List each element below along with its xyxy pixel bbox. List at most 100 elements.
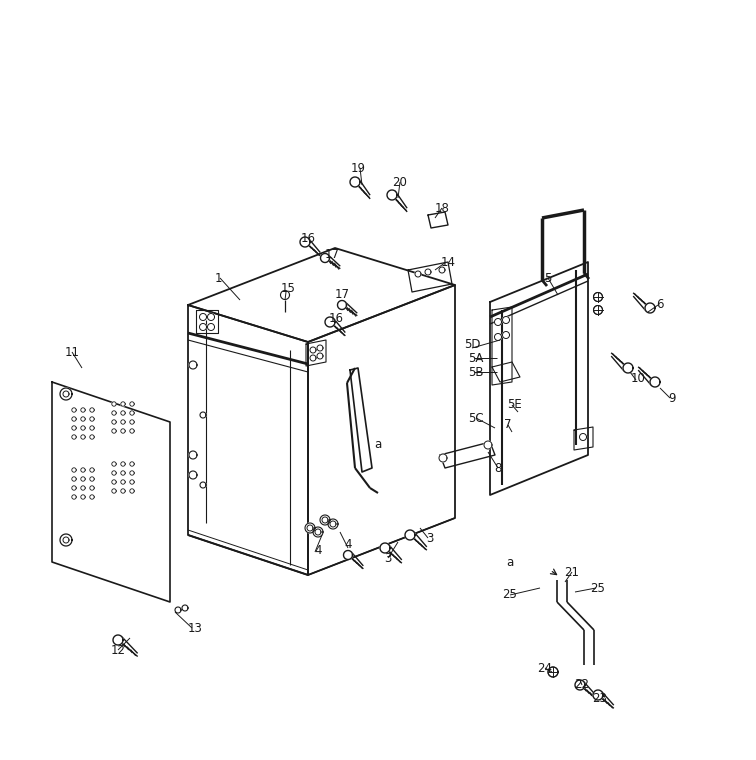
Polygon shape	[72, 486, 76, 490]
Polygon shape	[330, 521, 336, 527]
Polygon shape	[548, 667, 558, 677]
Polygon shape	[81, 435, 85, 439]
Polygon shape	[121, 470, 125, 475]
Polygon shape	[310, 355, 316, 361]
Text: 5E: 5E	[507, 398, 522, 411]
Text: 11: 11	[64, 346, 79, 359]
Polygon shape	[90, 495, 94, 499]
Polygon shape	[337, 300, 346, 309]
Text: 5B: 5B	[468, 366, 484, 378]
Polygon shape	[112, 480, 116, 484]
Polygon shape	[575, 680, 585, 690]
Polygon shape	[623, 363, 633, 373]
Polygon shape	[81, 495, 85, 499]
Text: 21: 21	[565, 565, 580, 578]
Polygon shape	[130, 470, 135, 475]
Polygon shape	[439, 267, 445, 273]
Polygon shape	[130, 411, 135, 415]
Polygon shape	[60, 534, 72, 546]
Polygon shape	[72, 477, 76, 481]
Polygon shape	[325, 317, 335, 327]
Text: 16: 16	[329, 312, 343, 325]
Text: 25: 25	[503, 588, 517, 601]
Polygon shape	[593, 306, 603, 315]
Polygon shape	[593, 293, 603, 302]
Text: 25: 25	[590, 581, 606, 594]
Polygon shape	[81, 416, 85, 421]
Polygon shape	[439, 454, 447, 462]
Polygon shape	[317, 345, 323, 351]
Polygon shape	[548, 667, 558, 677]
Polygon shape	[189, 361, 197, 369]
Polygon shape	[90, 486, 94, 490]
Text: 3: 3	[384, 552, 392, 565]
Polygon shape	[593, 306, 603, 315]
Polygon shape	[315, 529, 321, 535]
Polygon shape	[90, 468, 94, 472]
Polygon shape	[121, 411, 125, 415]
Polygon shape	[81, 468, 85, 472]
Polygon shape	[121, 420, 125, 424]
Polygon shape	[60, 388, 72, 400]
Polygon shape	[580, 433, 587, 441]
Text: 13: 13	[187, 622, 203, 635]
Polygon shape	[200, 412, 206, 418]
Text: 10: 10	[631, 372, 646, 385]
Polygon shape	[90, 416, 94, 421]
Polygon shape	[650, 377, 660, 387]
Text: 12: 12	[110, 644, 125, 657]
Text: a: a	[507, 556, 513, 568]
Polygon shape	[350, 177, 360, 187]
Text: 4: 4	[344, 539, 352, 552]
Polygon shape	[130, 402, 135, 406]
Text: 23: 23	[593, 692, 607, 705]
Polygon shape	[90, 426, 94, 430]
Polygon shape	[503, 331, 510, 338]
Text: 5: 5	[544, 271, 552, 284]
Polygon shape	[200, 482, 206, 488]
Polygon shape	[112, 420, 116, 424]
Polygon shape	[90, 408, 94, 412]
Text: 17: 17	[334, 289, 349, 302]
Polygon shape	[207, 324, 215, 331]
Polygon shape	[207, 314, 215, 321]
Text: 17: 17	[324, 249, 339, 261]
Polygon shape	[81, 477, 85, 481]
Polygon shape	[130, 420, 135, 424]
Polygon shape	[121, 402, 125, 406]
Polygon shape	[494, 334, 501, 340]
Polygon shape	[72, 426, 76, 430]
Polygon shape	[72, 435, 76, 439]
Polygon shape	[72, 408, 76, 412]
Polygon shape	[593, 690, 603, 700]
Polygon shape	[593, 293, 603, 302]
Polygon shape	[121, 480, 125, 484]
Text: 18: 18	[435, 201, 449, 214]
Polygon shape	[72, 416, 76, 421]
Polygon shape	[300, 237, 310, 247]
Polygon shape	[305, 523, 315, 533]
Polygon shape	[112, 429, 116, 433]
Polygon shape	[175, 607, 181, 613]
Polygon shape	[112, 489, 116, 493]
Polygon shape	[63, 537, 69, 543]
Polygon shape	[503, 316, 510, 324]
Polygon shape	[121, 489, 125, 493]
Text: 19: 19	[351, 162, 365, 175]
Polygon shape	[328, 519, 338, 529]
Polygon shape	[200, 314, 206, 321]
Text: 5D: 5D	[463, 337, 480, 350]
Polygon shape	[405, 530, 415, 540]
Polygon shape	[112, 470, 116, 475]
Polygon shape	[112, 462, 116, 466]
Polygon shape	[645, 303, 655, 313]
Polygon shape	[112, 402, 116, 406]
Polygon shape	[130, 489, 135, 493]
Text: 9: 9	[668, 391, 676, 404]
Text: 5C: 5C	[468, 411, 484, 425]
Text: 6: 6	[656, 299, 664, 312]
Text: 3: 3	[426, 531, 434, 544]
Polygon shape	[63, 391, 69, 397]
Polygon shape	[72, 468, 76, 472]
Text: 7: 7	[504, 419, 512, 432]
